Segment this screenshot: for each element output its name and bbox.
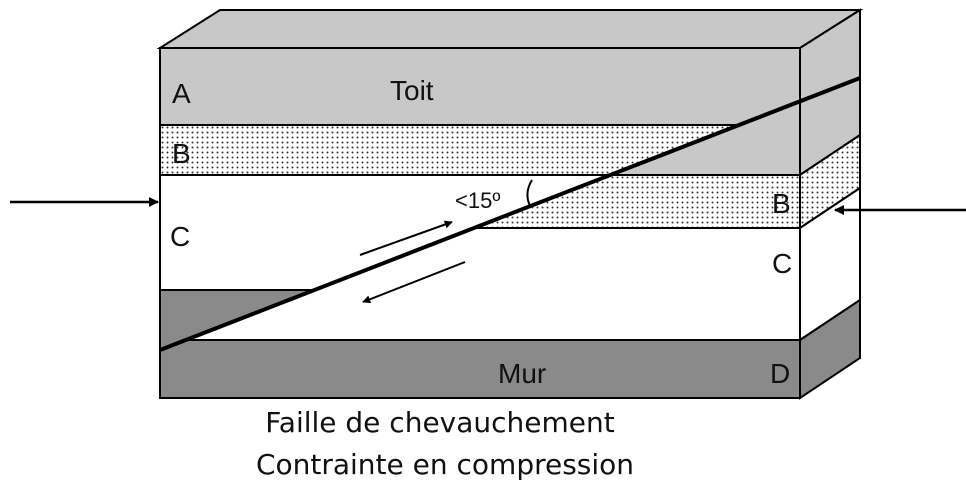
- label: C: [772, 248, 792, 279]
- label: B: [772, 188, 791, 219]
- caption: Faille de chevauchement: [265, 406, 615, 439]
- slip-down: [362, 261, 466, 304]
- block: [156, 8, 864, 400]
- label: C: [170, 221, 190, 252]
- angle-label: <15º: [455, 188, 500, 213]
- caption: Contrainte en compression: [256, 448, 634, 481]
- label: Toit: [390, 75, 434, 106]
- label: A: [172, 78, 191, 109]
- label: D: [770, 358, 790, 389]
- front-outline: [159, 47, 801, 399]
- top-face: [156, 9, 864, 49]
- fw-d: [159, 339, 801, 399]
- label: B: [172, 138, 191, 169]
- label: Mur: [498, 358, 546, 389]
- slip-up: [359, 220, 453, 256]
- angle-arc: [526, 179, 533, 207]
- fault: [159, 76, 861, 352]
